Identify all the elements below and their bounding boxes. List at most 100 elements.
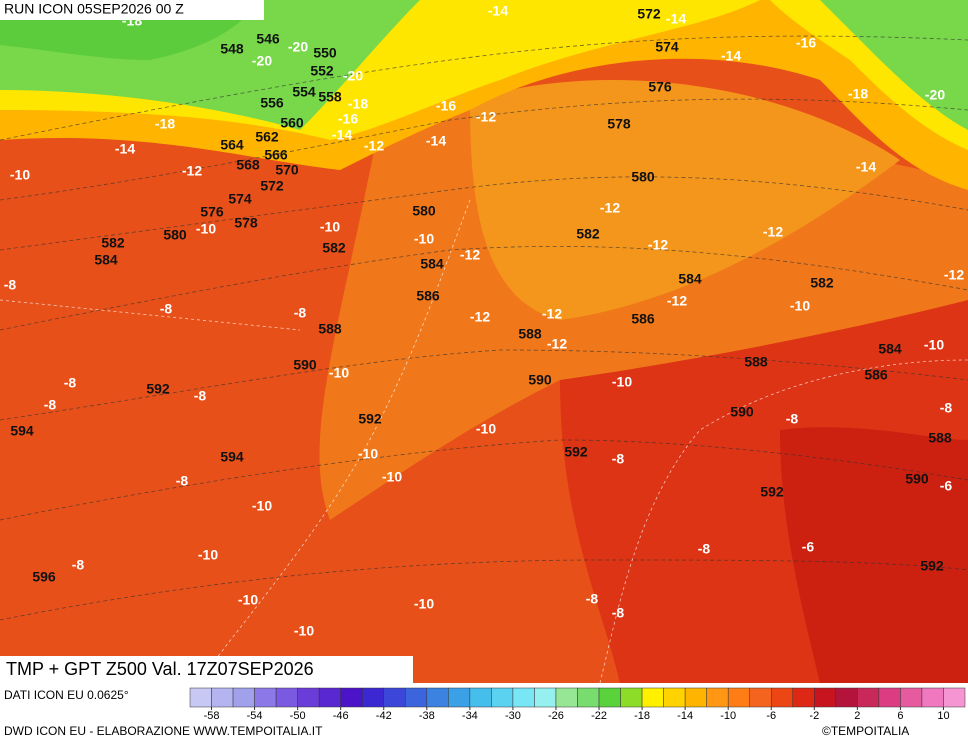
height-label: 588: [318, 321, 342, 337]
colorbar-swatch: [254, 687, 277, 708]
height-label: 570: [275, 162, 299, 178]
height-label: 584: [420, 256, 444, 272]
height-label: 594: [10, 423, 34, 439]
temp-label: -10: [924, 337, 944, 353]
height-label: 582: [101, 235, 125, 251]
temp-label: -8: [72, 557, 85, 573]
credit: DWD ICON EU - ELABORAZIONE WWW.TEMPOITAL…: [4, 724, 323, 738]
height-label: 572: [637, 6, 661, 22]
temp-label: -6: [802, 539, 815, 555]
colorbar-tick-label: -42: [376, 710, 392, 722]
temp-label: -10: [414, 231, 434, 247]
height-label: 592: [564, 444, 588, 460]
colorbar-swatch: [275, 687, 298, 708]
temp-label: -8: [176, 473, 189, 489]
colorbar-swatch: [405, 687, 428, 708]
height-label: 586: [864, 367, 888, 383]
temp-label: -16: [796, 35, 816, 51]
temp-label: -12: [542, 306, 562, 322]
temp-label: -10: [10, 167, 30, 183]
colorbar-swatch: [469, 687, 492, 708]
height-label: 592: [358, 411, 382, 427]
colorbar-swatch: [684, 687, 707, 708]
colorbar-swatch: [814, 687, 837, 708]
colorbar-tick-label: 10: [937, 710, 949, 722]
temp-label: -14: [721, 48, 741, 64]
height-label: 584: [94, 252, 118, 268]
temp-label: -14: [488, 3, 508, 19]
colorbar-swatch: [189, 687, 212, 708]
colorbar-tick-label: -22: [591, 710, 607, 722]
temp-label: -8: [64, 375, 77, 391]
colorbar-tick-label: 2: [854, 710, 860, 722]
colorbar-swatch: [900, 687, 923, 708]
colorbar-swatch: [727, 687, 750, 708]
height-label: 588: [928, 430, 952, 446]
colorbar-swatch: [921, 687, 944, 708]
colorbar-swatch: [426, 687, 449, 708]
temp-label: -16: [338, 111, 358, 127]
temp-label: -14: [332, 127, 352, 143]
temp-label: -20: [925, 87, 945, 103]
temp-label: -10: [414, 596, 434, 612]
temp-label: -10: [252, 498, 272, 514]
temp-label: -8: [4, 277, 17, 293]
colorbar-tick-label: -54: [247, 710, 263, 722]
height-label: 554: [292, 84, 316, 100]
temp-label: -8: [612, 451, 625, 467]
height-label: 566: [264, 147, 288, 163]
height-label: 590: [293, 357, 317, 373]
colorbar-swatch: [878, 687, 901, 708]
temp-label: -12: [476, 109, 496, 125]
temp-label: -12: [648, 237, 668, 253]
colorbar-tick-label: -30: [505, 710, 521, 722]
temp-label: -12: [547, 336, 567, 352]
temp-label: -12: [182, 163, 202, 179]
temp-label: -20: [252, 53, 272, 69]
colorbar-tick-label: -50: [290, 710, 306, 722]
temp-label: -10: [612, 374, 632, 390]
temp-label: -8: [940, 400, 953, 416]
colorbar-swatch: [771, 687, 794, 708]
height-label: 580: [163, 227, 187, 243]
height-label: 574: [228, 191, 252, 207]
colorbar-tick-label: -10: [720, 710, 736, 722]
height-label: 564: [220, 137, 244, 153]
height-label: 596: [32, 569, 56, 585]
height-label: 576: [200, 204, 224, 220]
height-label: 590: [528, 372, 552, 388]
colorbar: -58 -54 -50 -46 -42 -38 -34 -30 -26 -22 -18 -14 -10-…: [189, 687, 966, 722]
temp-label: -10: [294, 623, 314, 639]
temp-label: -18: [848, 86, 868, 102]
temp-label: -20: [343, 68, 363, 84]
colorbar-tick-label: -46: [333, 710, 349, 722]
colorbar-swatch: [340, 687, 363, 708]
colorbar-swatch: [361, 687, 385, 708]
colorbar-tick-label: -18: [634, 710, 650, 722]
height-label: 560: [280, 115, 304, 131]
title-box: [0, 656, 413, 683]
temp-label: -14: [115, 141, 135, 157]
colorbar-swatch: [232, 687, 255, 708]
colorbar-tick-label: -26: [548, 710, 564, 722]
temp-label: -8: [294, 305, 307, 321]
colorbar-swatch: [577, 687, 600, 708]
temp-label: -8: [786, 411, 799, 427]
temp-label: -6: [940, 478, 953, 494]
temp-label: -12: [364, 138, 384, 154]
temp-label: -12: [600, 200, 620, 216]
height-label: 562: [255, 129, 279, 145]
height-label: 592: [146, 381, 170, 397]
height-label: 592: [920, 558, 944, 574]
colorbar-swatch: [297, 687, 320, 708]
temp-label: -10: [196, 221, 216, 237]
map-background: [0, 0, 968, 684]
colorbar-swatch: [534, 687, 557, 708]
colorbar-swatch: [211, 687, 234, 708]
colorbar-swatch: [383, 687, 406, 708]
height-label: 584: [878, 341, 902, 357]
colorbar-swatch: [857, 687, 880, 708]
temp-label: -8: [586, 591, 599, 607]
colorbar-swatch: [448, 687, 471, 708]
